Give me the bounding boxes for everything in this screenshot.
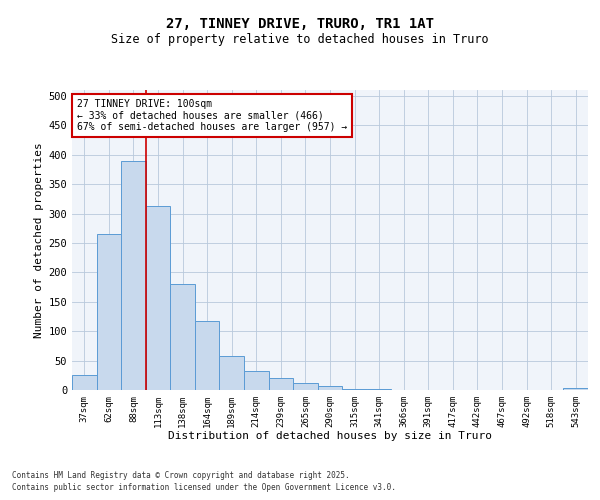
Text: 27 TINNEY DRIVE: 100sqm
← 33% of detached houses are smaller (466)
67% of semi-d: 27 TINNEY DRIVE: 100sqm ← 33% of detache…: [77, 99, 347, 132]
Text: Contains public sector information licensed under the Open Government Licence v3: Contains public sector information licen…: [12, 484, 396, 492]
Bar: [293, 383, 318, 390]
Bar: [195, 320, 220, 390]
Text: Size of property relative to detached houses in Truro: Size of property relative to detached ho…: [111, 32, 489, 46]
Bar: [170, 284, 195, 390]
Bar: [97, 234, 121, 390]
Bar: [72, 374, 97, 390]
Bar: [146, 206, 170, 390]
Bar: [318, 386, 342, 390]
Text: 27, TINNEY DRIVE, TRURO, TR1 1AT: 27, TINNEY DRIVE, TRURO, TR1 1AT: [166, 18, 434, 32]
Y-axis label: Number of detached properties: Number of detached properties: [34, 142, 44, 338]
Bar: [563, 388, 588, 390]
Bar: [220, 356, 244, 390]
Text: Contains HM Land Registry data © Crown copyright and database right 2025.: Contains HM Land Registry data © Crown c…: [12, 471, 350, 480]
Bar: [269, 378, 293, 390]
Bar: [244, 371, 269, 390]
X-axis label: Distribution of detached houses by size in Truro: Distribution of detached houses by size …: [168, 432, 492, 442]
Bar: [121, 160, 146, 390]
